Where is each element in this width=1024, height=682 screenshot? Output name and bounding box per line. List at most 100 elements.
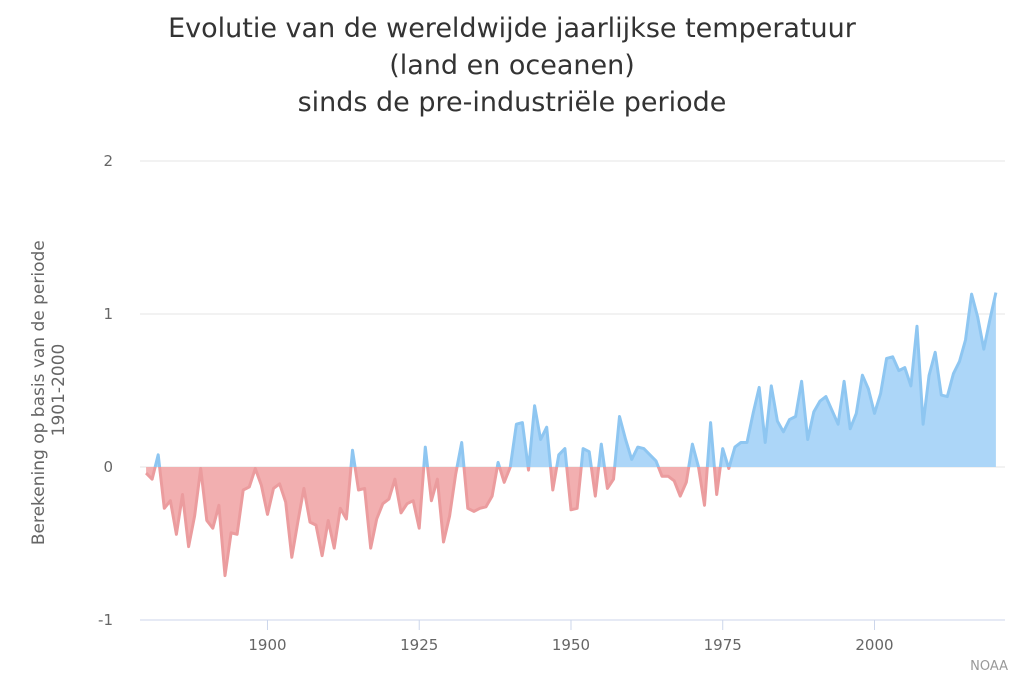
data-point: [606, 487, 609, 490]
data-point: [758, 386, 761, 389]
data-point: [800, 380, 803, 383]
data-point: [812, 410, 815, 413]
chart-title-line-3: sinds de pre-industriële periode: [297, 87, 727, 118]
data-point: [199, 467, 202, 470]
data-point: [661, 475, 664, 478]
data-point: [321, 554, 324, 557]
data-point: [563, 447, 566, 450]
data-point: [296, 521, 299, 524]
data-point: [290, 556, 293, 559]
data-point: [988, 319, 991, 322]
data-point: [928, 374, 931, 377]
data-point: [315, 524, 318, 527]
data-point: [818, 400, 821, 403]
y-tick-label: -1: [98, 611, 113, 629]
y-axis-label: Berekening op basis van de periode 1901-…: [29, 235, 69, 545]
data-point: [994, 291, 997, 294]
x-axis-ticks: 1900 1925 1950 1975 2000: [248, 620, 894, 654]
data-point: [351, 449, 354, 452]
data-point: [897, 369, 900, 372]
data-point: [236, 533, 239, 536]
data-point: [770, 384, 773, 387]
data-point: [691, 443, 694, 446]
data-point: [752, 412, 755, 415]
data-point: [436, 478, 439, 481]
data-point: [976, 316, 979, 319]
data-point: [193, 514, 196, 517]
data-point: [369, 547, 372, 550]
data-point: [308, 521, 311, 524]
data-point: [327, 519, 330, 522]
data-point: [175, 533, 178, 536]
data-point: [230, 531, 233, 534]
data-point: [266, 513, 269, 516]
data-point: [260, 484, 263, 487]
y-tick-label: 1: [103, 305, 113, 323]
data-point: [776, 420, 779, 423]
data-point: [393, 478, 396, 481]
data-point: [903, 366, 906, 369]
data-point: [205, 519, 208, 522]
data-point: [709, 421, 712, 424]
data-point: [885, 357, 888, 360]
data-point: [697, 466, 700, 469]
data-point: [576, 507, 579, 510]
data-point: [302, 487, 305, 490]
data-point: [843, 380, 846, 383]
data-point: [448, 514, 451, 517]
data-point: [418, 527, 421, 530]
data-point: [442, 540, 445, 543]
data-point: [727, 467, 730, 470]
data-point: [533, 404, 536, 407]
data-point: [746, 441, 749, 444]
data-point: [387, 498, 390, 501]
data-point: [223, 574, 226, 577]
chart-title: Evolutie van de wereldwijde jaarlijkse t…: [0, 10, 1024, 121]
x-tick-label: 1925: [400, 636, 438, 654]
data-point: [181, 493, 184, 496]
data-point: [557, 453, 560, 456]
data-point: [503, 481, 506, 484]
data-point: [515, 423, 518, 426]
data-point: [145, 472, 148, 475]
data-point: [855, 412, 858, 415]
data-point: [497, 461, 500, 464]
data-point: [630, 458, 633, 461]
data-point: [964, 339, 967, 342]
positive-anomaly-line: [153, 292, 998, 467]
data-point: [254, 467, 257, 470]
data-point: [934, 351, 937, 354]
negative-anomaly-area: [146, 467, 996, 576]
data-point: [612, 478, 615, 481]
data-point: [703, 504, 706, 507]
data-point: [339, 507, 342, 510]
data-point: [169, 499, 172, 502]
data-point: [460, 441, 463, 444]
x-tick-label: 1950: [552, 636, 590, 654]
data-point: [357, 488, 360, 491]
x-tick-label: 1900: [248, 636, 286, 654]
chart-title-line-1: Evolutie van de wereldwijde jaarlijkse t…: [168, 13, 856, 44]
data-point: [545, 426, 548, 429]
data-point: [970, 293, 973, 296]
data-point: [861, 374, 864, 377]
data-point: [891, 355, 894, 358]
source-credit: NOAA: [970, 659, 1008, 674]
data-point: [242, 488, 245, 491]
gridlines: [140, 160, 1005, 621]
data-point: [940, 394, 943, 397]
data-point: [721, 447, 724, 450]
data-point: [739, 441, 742, 444]
data-point: [424, 446, 427, 449]
data-point: [485, 505, 488, 508]
data-point: [642, 447, 645, 450]
data-point: [915, 325, 918, 328]
data-point: [764, 441, 767, 444]
data-point: [582, 447, 585, 450]
positive-anomaly-area: [146, 292, 996, 467]
data-point: [806, 438, 809, 441]
data-point: [788, 418, 791, 421]
data-point: [958, 360, 961, 363]
data-point: [636, 446, 639, 449]
